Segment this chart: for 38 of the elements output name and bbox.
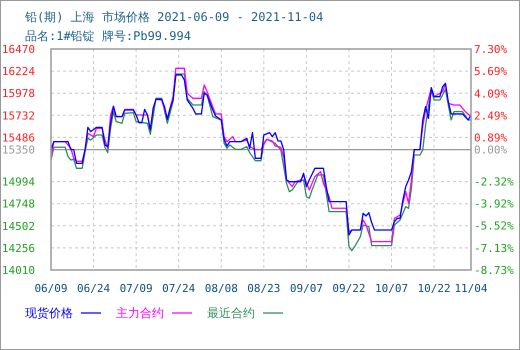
x-tick-label: 10/07 <box>374 282 408 295</box>
y-tick-label: 14502 <box>2 220 35 233</box>
legend-label: 现货价格 <box>25 306 73 320</box>
y2-tick-label: 0.00% <box>474 144 508 157</box>
legend-label: 最近合约 <box>207 306 255 320</box>
x-tick-label: 07/09 <box>120 282 153 295</box>
y2-tick-label: 5.69% <box>474 65 508 78</box>
x-tick-label: 09/07 <box>290 282 323 295</box>
y2-tick-label: -2.32% <box>474 176 514 189</box>
y-tick-label: 15486 <box>2 131 35 144</box>
x-tick-label: 06/24 <box>77 282 110 295</box>
x-tick-label: 10/22 <box>418 282 451 295</box>
y-tick-label: 14748 <box>2 198 35 211</box>
y-tick-label: 16470 <box>2 43 35 56</box>
y2-tick-label: 0.89% <box>474 131 508 144</box>
y2-tick-label: 2.49% <box>474 109 508 122</box>
chart-title: 铅(期) 上海 市场价格 2021-06-09 - 2021-11-04 <box>24 10 324 24</box>
y2-tick-label: -7.13% <box>474 242 514 255</box>
y-tick-label: 15350 <box>2 144 35 157</box>
y2-tick-label: 7.30% <box>474 43 508 56</box>
y-tick-label: 15978 <box>2 87 35 100</box>
x-tick-label: 09/22 <box>332 282 366 295</box>
y-tick-label: 15732 <box>2 109 35 122</box>
y-tick-label: 14256 <box>2 242 35 255</box>
y2-tick-label: 4.09% <box>474 87 508 100</box>
y-tick-label: 14010 <box>2 264 35 277</box>
y2-tick-label: -3.92% <box>474 198 514 211</box>
y2-tick-label: -8.73% <box>474 264 514 277</box>
x-tick-label: 07/24 <box>162 282 196 295</box>
y-tick-label: 14994 <box>2 176 36 189</box>
legend-label: 主力合约 <box>116 306 164 320</box>
y-tick-label: 16224 <box>2 65 36 78</box>
x-tick-label: 11/04 <box>454 282 488 295</box>
chart-subtitle: 品名:1#铅锭 牌号:Pb99.994 <box>25 29 191 43</box>
x-tick-label: 06/09 <box>34 282 68 295</box>
y2-tick-label: -5.52% <box>474 220 514 233</box>
x-tick-label: 08/23 <box>247 282 280 295</box>
x-tick-label: 08/08 <box>204 282 238 295</box>
